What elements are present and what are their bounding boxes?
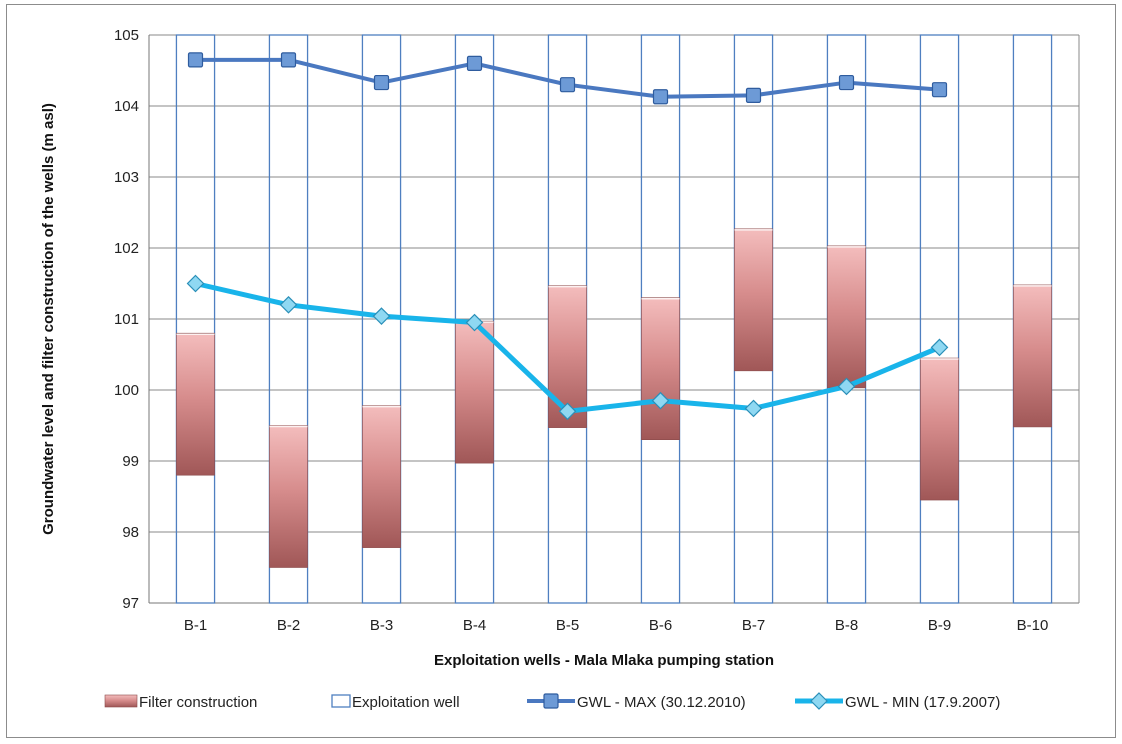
gwl-min-point [558,402,577,421]
y-tick-label: 101 [114,311,139,328]
filter-bar [269,425,308,568]
y-tick-label: 103 [114,169,139,186]
legend-label-gwl-min: GWL - MIN (17.9.2007) [845,694,1000,711]
filter-bar [920,357,959,501]
legend-swatch-gwl-max-marker [543,693,559,709]
filter-bar [641,297,680,441]
gwl-min-point [372,307,391,326]
x-tick-label: B-10 [1017,617,1049,634]
well-bar [268,34,309,604]
gwl-max-point [652,89,669,105]
filters-layer [176,228,1052,568]
y-tick-label: 100 [114,382,139,399]
filter-bar [827,245,866,389]
legend-label-well: Exploitation well [352,694,460,711]
gwl-min-point [837,377,856,396]
x-tick-label: B-1 [184,617,207,634]
gwl-max-point [187,52,204,68]
chart-frame: 97 98 99 100 101 102 103 104 105 B-1 B-2 B-3 B-4 B-5 B… [6,4,1116,738]
markers-layer [186,52,949,421]
gwl-max-point [373,74,390,91]
gwl-max-point [931,82,948,98]
legend: Filter construction Exploitation well GWL … [104,692,1000,711]
x-tick-label: B-3 [370,617,393,634]
x-axis-title: Exploitation wells - Mala Mlaka pumping … [434,652,774,669]
x-tick-label: B-8 [835,617,858,634]
legend-label-filter: Filter construction [139,694,257,711]
filter-bar [176,332,215,476]
gwl-min-point [930,338,949,357]
gwl-min-point [279,295,298,314]
well-bar [175,34,216,604]
filter-bar [455,320,494,464]
y-tick-label: 105 [114,27,139,44]
x-tick-label: B-9 [928,617,951,634]
legend-swatch-well [331,694,351,708]
gwl-max-point [466,55,483,72]
gwl-max-point [280,52,297,68]
gwl-min-point [651,391,670,410]
y-tick-label: 102 [114,240,139,257]
gwl-max-point [559,77,576,93]
filter-bar [362,405,401,548]
legend-swatch-gwl-min-marker [810,692,828,710]
legend-label-gwl-max: GWL - MAX (30.12.2010) [577,694,746,711]
chart: 97 98 99 100 101 102 103 104 105 B-1 B-2 B-3 B-4 B-5 B… [40,27,1080,711]
well-bar [919,34,960,604]
x-tick-label: B-6 [649,617,672,634]
y-tick-label: 99 [122,453,139,470]
legend-swatch-filter [104,694,138,708]
x-tick-label: B-4 [463,617,486,634]
filter-bar [734,228,773,372]
x-tick-label: B-5 [556,617,579,634]
gwl-max-point [745,87,762,103]
gwl-min-point [186,274,205,293]
y-tick-label: 98 [122,524,139,541]
ticks-layer: 97 98 99 100 101 102 103 104 105 B-1 B-2 B-3 B-4 B-5 B… [114,27,1048,634]
y-axis-title: Groundwater level and filter constructio… [40,103,57,535]
y-tick-label: 97 [122,595,139,612]
gwl-min-point [744,399,763,418]
gwl-max-point [838,74,855,91]
x-tick-label: B-7 [742,617,765,634]
y-tick-label: 104 [114,98,139,115]
x-tick-label: B-2 [277,617,300,634]
gwl-min-point [465,313,484,332]
filter-bar [1013,284,1052,428]
